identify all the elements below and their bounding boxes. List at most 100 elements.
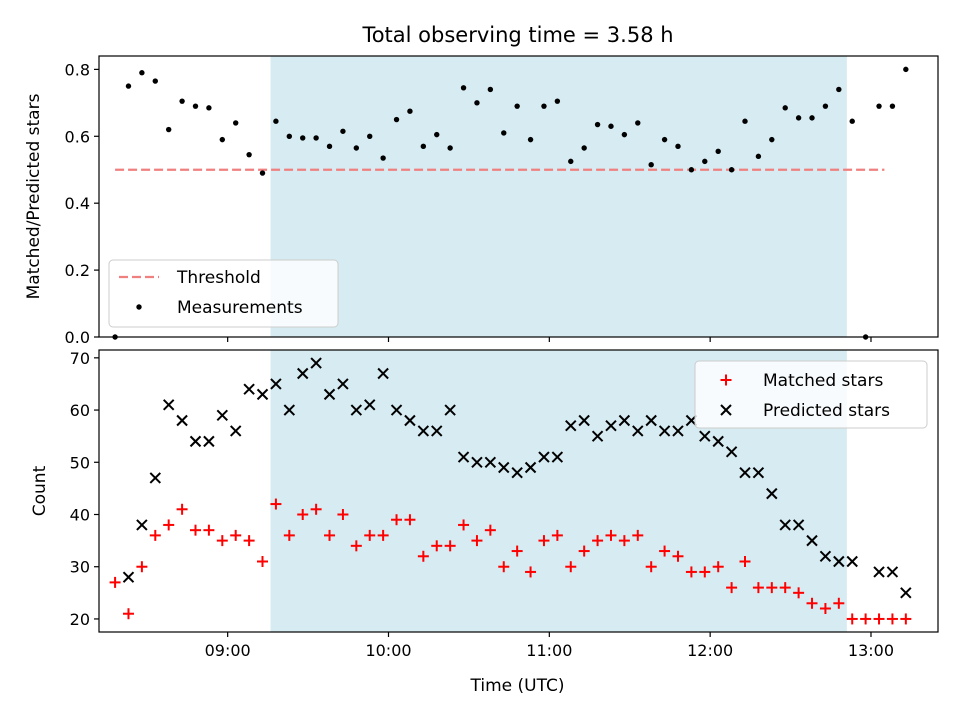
y-tick-label: 0.8 — [65, 60, 90, 79]
measurement-point — [420, 143, 427, 150]
predicted-stars-point — [364, 399, 376, 411]
measurement-point — [300, 135, 306, 141]
y-tick-label: 0.0 — [65, 328, 90, 347]
predicted-stars-point — [846, 555, 858, 568]
measurement-point — [219, 136, 226, 143]
measurement-point — [527, 136, 534, 143]
predicted-stars-point — [632, 425, 644, 437]
matched-stars-point — [659, 545, 671, 557]
y-tick-label: 20 — [70, 610, 90, 629]
y-tick-label: 50 — [70, 453, 90, 472]
predicted-stars-point — [645, 414, 657, 427]
matched-stars-point — [900, 613, 912, 625]
predicted-stars-point — [390, 404, 403, 416]
matched-stars-point — [417, 550, 429, 562]
x-tick-label: 13:00 — [848, 641, 894, 660]
y-tick-label: 30 — [70, 558, 90, 577]
matched-stars-point — [458, 519, 470, 531]
legend-measurements-swatch — [136, 304, 142, 310]
matched-stars-point — [860, 613, 872, 625]
matched-stars-point — [699, 566, 711, 578]
measurement-point — [541, 103, 547, 109]
x-tick-label: 09:00 — [205, 641, 251, 660]
matched-stars-point — [230, 529, 242, 541]
y-axis-label: Count — [30, 465, 50, 516]
predicted-stars-point — [591, 430, 604, 442]
matched-stars-point — [525, 566, 537, 578]
predicted-stars-point — [779, 519, 791, 531]
matched-stars-point — [618, 535, 630, 547]
predicted-stars-point — [189, 435, 202, 448]
predicted-stars-point — [484, 456, 497, 468]
matched-stars-point — [645, 561, 657, 573]
predicted-stars-point — [243, 383, 255, 395]
measurement-point — [608, 123, 614, 129]
measurement-point — [621, 131, 628, 138]
matched-stars-point — [176, 503, 188, 515]
ratio-panel: 0.0 0.2 0.4 0.6 0.8 Matched/Predicted stars Th… — [24, 55, 939, 347]
matched-stars-point — [551, 529, 563, 541]
measurement-point — [728, 167, 735, 173]
matched-stars-point — [109, 576, 121, 588]
matched-stars-point — [350, 540, 362, 552]
measurement-point — [889, 103, 896, 109]
measurement-point — [795, 115, 802, 121]
measurement-point — [715, 148, 721, 155]
matched-stars-point — [364, 529, 376, 541]
matched-stars-point — [739, 556, 751, 567]
predicted-stars-point — [283, 404, 296, 416]
predicted-stars-point — [699, 430, 711, 442]
predicted-stars-point — [229, 425, 242, 437]
matched-stars-point — [444, 540, 456, 552]
predicted-stars-point — [216, 409, 229, 421]
legend-matched-label: Matched stars — [763, 371, 883, 391]
y-tick-label: 60 — [70, 401, 90, 420]
measurement-point — [581, 145, 587, 151]
predicted-stars-point — [136, 519, 148, 531]
matched-stars-point — [243, 535, 255, 547]
predicted-stars-point — [203, 435, 215, 448]
y-tick-label: 40 — [70, 506, 90, 525]
measurement-point — [447, 145, 453, 151]
matched-stars-point — [672, 550, 684, 562]
legend-matched-swatch — [720, 374, 732, 386]
predicted-stars-point — [270, 378, 282, 390]
predicted-stars-point — [377, 367, 389, 380]
y-tick-label: 70 — [70, 349, 90, 368]
measurement-point — [836, 86, 842, 93]
predicted-stars-point — [498, 461, 510, 474]
measurement-point — [474, 100, 480, 106]
measurement-point — [367, 133, 373, 139]
matched-stars-point — [189, 524, 201, 536]
measurement-point — [501, 130, 507, 136]
predicted-stars-point — [725, 446, 738, 458]
legend-predicted-label: Predicted stars — [763, 401, 890, 421]
chart-title: Total observing time = 3.58 h — [361, 23, 673, 47]
matched-stars-point — [685, 566, 697, 578]
matched-stars-point — [216, 535, 228, 547]
measurement-point — [393, 116, 400, 123]
predicted-stars-point — [122, 571, 135, 583]
measurement-point — [326, 143, 333, 150]
predicted-stars-point — [618, 414, 631, 427]
matched-stars-point — [752, 582, 764, 594]
measurement-point — [206, 105, 212, 111]
matched-stars-point — [846, 613, 858, 625]
measurement-point — [286, 133, 293, 139]
measurement-point — [259, 170, 266, 176]
predicted-stars-point — [712, 435, 724, 448]
measurement-point — [407, 108, 413, 114]
legend-box — [694, 360, 928, 429]
matched-stars-point — [391, 514, 403, 526]
matched-stars-point — [712, 561, 724, 573]
x-tick-label: 10:00 — [365, 641, 411, 660]
axes-frame — [98, 55, 939, 338]
matched-stars-point — [377, 529, 389, 541]
measurement-point — [179, 98, 185, 104]
predicted-stars-point — [605, 420, 617, 432]
measurement-point — [139, 70, 145, 76]
y-tick-label: 0.6 — [65, 127, 90, 146]
predicted-stars-point — [337, 378, 349, 390]
predicted-stars-point — [766, 487, 778, 500]
counts-panel: 20 30 40 50 60 70 09:00 10:00 11:00 12:00 13:00 Cou… — [30, 349, 939, 696]
